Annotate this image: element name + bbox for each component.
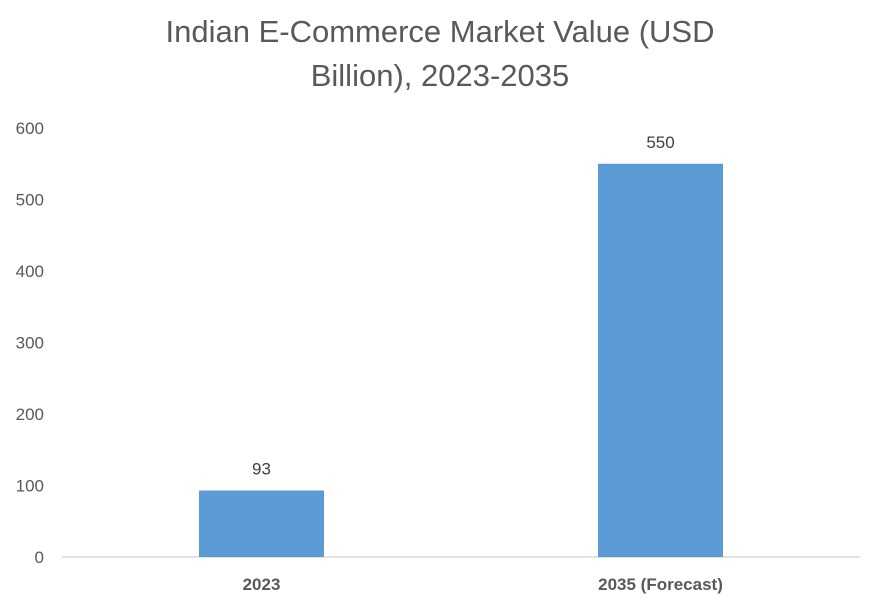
- bar: [199, 490, 324, 557]
- y-tick-label: 400: [16, 262, 44, 281]
- y-tick-label: 100: [16, 477, 44, 496]
- x-tick-label: 2035 (Forecast): [598, 575, 723, 594]
- y-tick-label: 600: [16, 119, 44, 138]
- x-tick-label: 2023: [243, 575, 281, 594]
- bar: [598, 163, 723, 557]
- data-label: 93: [252, 460, 271, 479]
- chart-title-line1: Indian E-Commerce Market Value (USD: [165, 14, 715, 49]
- y-tick-label: 500: [16, 191, 44, 210]
- y-tick-label: 200: [16, 405, 44, 424]
- data-label: 550: [646, 133, 674, 152]
- chart-title-line2: Billion), 2023-2035: [310, 58, 570, 93]
- chart-title: Indian E-Commerce Market Value (USD Bill…: [0, 10, 870, 98]
- y-tick-label: 0: [35, 548, 44, 567]
- y-tick-label: 300: [16, 334, 44, 353]
